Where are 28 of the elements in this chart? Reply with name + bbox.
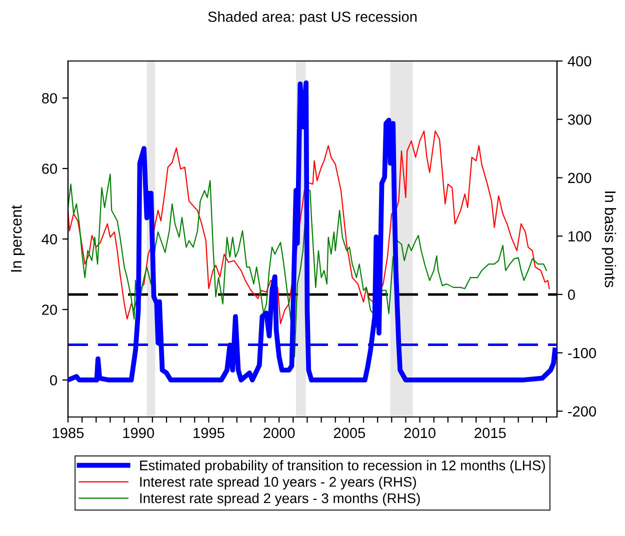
y2-axis-title: In basis points (602, 192, 616, 288)
x-tick-label: 1985 (52, 428, 84, 438)
y-tick-label: 0 (50, 375, 58, 386)
y-axis-title: In percent (11, 205, 25, 272)
x-tick-label: 1990 (123, 428, 154, 438)
legend-label: Interest rate spread 2 years - 3 months (RHS) (140, 492, 420, 506)
line-series (68, 130, 550, 324)
chart-title: Shaded area: past US recession (208, 11, 417, 25)
x-tick-label: 1995 (194, 428, 224, 438)
y2-tick-label: -200 (568, 406, 596, 417)
y2-tick-label: 400 (568, 56, 592, 66)
legend-label: Estimated probability of transition to recession in 12 months (LHS) (140, 460, 545, 474)
x-tick-label: 2015 (474, 428, 506, 438)
y2-tick-label: 200 (568, 172, 592, 184)
y2-tick-label: 100 (568, 231, 592, 242)
y2-tick-label: -100 (568, 348, 596, 358)
y2-tick-label: 300 (568, 114, 592, 125)
line-series (68, 80, 557, 382)
legend-label: Interest rate spread 10 years - 2 years (RHS) (140, 476, 416, 490)
y-tick-label: 60 (42, 164, 58, 174)
y2-tick-label: 0 (568, 290, 575, 300)
y-tick-label: 80 (42, 93, 58, 104)
y-tick-label: 20 (42, 304, 58, 315)
x-tick-label: 2000 (264, 428, 295, 438)
x-tick-label: 2005 (334, 428, 366, 438)
line-series (68, 174, 547, 358)
x-tick-label: 2010 (404, 428, 436, 438)
y-tick-label: 40 (42, 234, 58, 244)
